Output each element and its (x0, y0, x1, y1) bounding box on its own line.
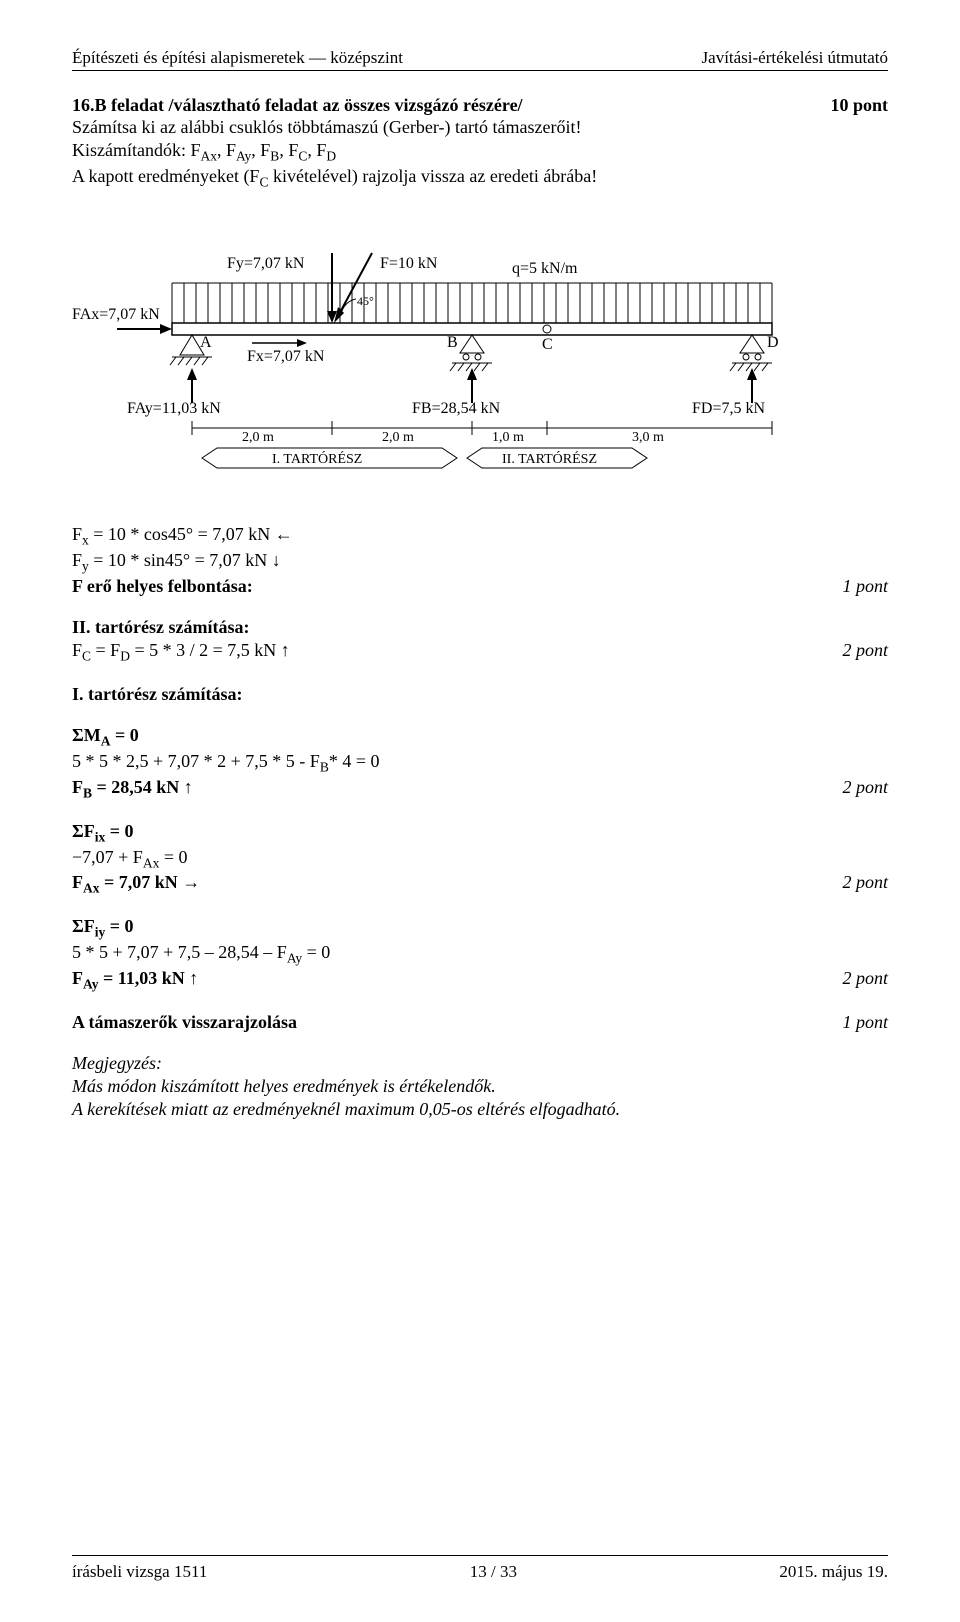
label-FD: FD=7,5 kN (692, 400, 765, 417)
dim4: 3,0 m (632, 430, 664, 445)
label-D: D (767, 334, 779, 351)
calc-p1a: 1 pont (842, 575, 888, 598)
sec1-title: I. tartórész számítása: (72, 683, 888, 706)
calc-p2d: 2 pont (842, 967, 888, 993)
fax-res: FAx = 7,07 kN → (72, 871, 200, 897)
dim2: 2,0 m (382, 430, 414, 445)
fb-res: FB = 28,54 kN ↑ (72, 776, 193, 802)
task-title-row: 16.B feladat /választható feladat az öss… (72, 95, 888, 116)
label-FAy: FAy=11,03 kN (127, 400, 221, 417)
dim3: 1,0 m (492, 430, 524, 445)
task-points: 10 pont (830, 95, 888, 116)
beam-svg: Fy=7,07 kN F=10 kN q=5 kN/m 45° FAx=7,07… (72, 233, 832, 493)
part2-label: II. TARTÓRÉSZ (502, 450, 597, 467)
calc-fx: Fx = 10 * cos45° = 7,07 kN ← (72, 523, 888, 549)
label-FB: FB=28,54 kN (412, 400, 501, 417)
fix-title: ΣFix = 0 (72, 820, 888, 846)
page-header: Építészeti és építési alapismeretek — kö… (72, 48, 888, 68)
label-A: A (200, 334, 212, 351)
calc-section: Fx = 10 * cos45° = 7,07 kN ← Fy = 10 * s… (72, 523, 888, 1121)
calc-p2b: 2 pont (842, 776, 888, 802)
calc-p1b: 1 pont (842, 1011, 888, 1034)
label-B: B (447, 334, 458, 351)
label-Fx: Fx=7,07 kN (247, 348, 325, 365)
fay-res: FAy = 11,03 kN ↑ (72, 967, 198, 993)
calc-fy: Fy = 10 * sin45° = 7,07 kN ↓ (72, 549, 888, 575)
task-line3: A kapott eredményeket (FC kivételével) r… (72, 165, 888, 191)
note-title: Megjegyzés: (72, 1052, 888, 1075)
fiy-eq: 5 * 5 + 7,07 + 7,5 – 28,54 – FAy = 0 (72, 941, 888, 967)
label-F: F=10 kN (380, 255, 438, 272)
beam-diagram: Fy=7,07 kN F=10 kN q=5 kN/m 45° FAx=7,07… (72, 233, 888, 493)
fiy-title: ΣFiy = 0 (72, 915, 888, 941)
page-footer: írásbeli vizsga 1511 13 / 33 2015. május… (72, 1555, 888, 1582)
task-line1: Számítsa ki az alábbi csuklós többtámasz… (72, 116, 888, 139)
header-left: Építészeti és építési alapismeretek — kö… (72, 48, 403, 68)
calc-p2a: 2 pont (842, 639, 888, 665)
label-FAx: FAx=7,07 kN (72, 306, 160, 323)
ma-title: ΣMA = 0 (72, 724, 888, 750)
part1-label: I. TARTÓRÉSZ (272, 450, 362, 467)
footer-center: 13 / 33 (470, 1562, 517, 1582)
note2: A kerekítések miatt az eredményeknél max… (72, 1098, 888, 1121)
task-line2: Kiszámítandók: FAx, FAy, FB, FC, FD (72, 139, 888, 165)
calc-fdecomp: F erő helyes felbontása: (72, 575, 253, 598)
redraw: A támaszerők visszarajzolása (72, 1011, 297, 1034)
header-right: Javítási-értékelési útmutató (702, 48, 888, 68)
calc-p2c: 2 pont (842, 871, 888, 897)
label-angle: 45° (357, 294, 374, 308)
task-title: 16.B feladat /választható feladat az öss… (72, 95, 523, 115)
dim1: 2,0 m (242, 430, 274, 445)
footer-right: 2015. május 19. (779, 1562, 888, 1582)
fix-eq: −7,07 + FAx = 0 (72, 846, 888, 872)
note1: Más módon kiszámított helyes eredmények … (72, 1075, 888, 1098)
footer-left: írásbeli vizsga 1511 (72, 1562, 207, 1582)
ma-eq: 5 * 5 * 2,5 + 7,07 * 2 + 7,5 * 5 - FB* 4… (72, 750, 888, 776)
label-Fy: Fy=7,07 kN (227, 255, 305, 272)
header-rule (72, 70, 888, 71)
sec2-title: II. tartórész számítása: (72, 616, 888, 639)
label-C: C (542, 336, 553, 353)
label-q: q=5 kN/m (512, 260, 578, 277)
sec2-eq: FC = FD = 5 * 3 / 2 = 7,5 kN ↑ (72, 639, 290, 665)
